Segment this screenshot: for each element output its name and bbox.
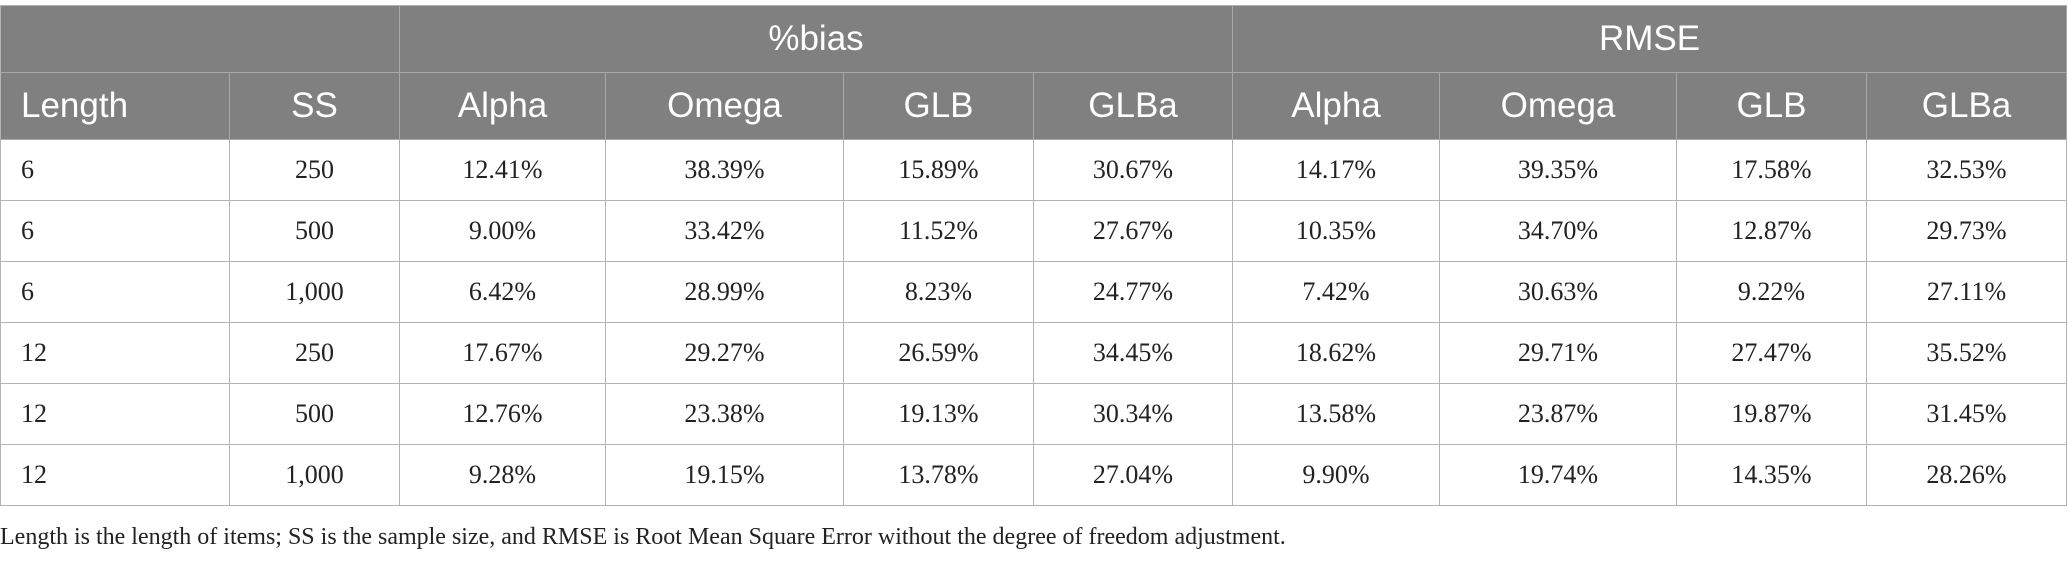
cell-rmse-glba: 28.26% (1866, 444, 2068, 506)
cell-bias-glb: 19.13% (843, 383, 1034, 445)
cell-rmse-omega: 30.63% (1439, 261, 1678, 323)
cell-rmse-omega: 39.35% (1439, 139, 1678, 201)
column-header-rmse-omega: Omega (1439, 72, 1678, 140)
cell-bias-omega: 33.42% (605, 200, 844, 262)
table-footnote: Length is the length of items; SS is the… (0, 524, 1286, 550)
cell-bias-alpha: 12.41% (399, 139, 606, 201)
column-header-bias-glba: GLBa (1033, 72, 1234, 140)
cell-bias-glb: 15.89% (843, 139, 1034, 201)
cell-rmse-glba: 32.53% (1866, 139, 2068, 201)
table-row: 12 500 12.76% 23.38% 19.13% 30.34% 13.58… (0, 383, 2068, 445)
cell-bias-glb: 26.59% (843, 322, 1034, 384)
cell-rmse-omega: 34.70% (1439, 200, 1678, 262)
column-header-length: Length (0, 72, 230, 140)
column-header-ss: SS (229, 72, 400, 140)
cell-rmse-alpha: 18.62% (1232, 322, 1441, 384)
cell-length: 6 (0, 139, 230, 201)
cell-rmse-glb: 14.35% (1676, 444, 1868, 506)
results-table-container: %bias RMSE Length SS Alpha Omega GLB GLB… (0, 5, 2068, 506)
cell-rmse-glb: 12.87% (1676, 200, 1868, 262)
cell-rmse-alpha: 9.90% (1232, 444, 1441, 506)
table-row: 6 250 12.41% 38.39% 15.89% 30.67% 14.17%… (0, 139, 2068, 201)
column-header-rmse-glb: GLB (1676, 72, 1868, 140)
cell-rmse-alpha: 13.58% (1232, 383, 1441, 445)
cell-ss: 1,000 (229, 261, 400, 323)
cell-bias-alpha: 17.67% (399, 322, 606, 384)
table-row: 12 250 17.67% 29.27% 26.59% 34.45% 18.62… (0, 322, 2068, 384)
cell-bias-glba: 27.67% (1033, 200, 1234, 262)
column-header-row: Length SS Alpha Omega GLB GLBa Alpha Ome… (0, 72, 2068, 140)
table-row: 12 1,000 9.28% 19.15% 13.78% 27.04% 9.90… (0, 444, 2068, 506)
cell-rmse-glba: 29.73% (1866, 200, 2068, 262)
cell-ss: 250 (229, 139, 400, 201)
cell-bias-alpha: 6.42% (399, 261, 606, 323)
cell-bias-glba: 24.77% (1033, 261, 1234, 323)
cell-bias-glba: 34.45% (1033, 322, 1234, 384)
column-header-rmse-glba: GLBa (1866, 72, 2068, 140)
cell-bias-omega: 19.15% (605, 444, 844, 506)
results-table: %bias RMSE Length SS Alpha Omega GLB GLB… (0, 5, 2068, 506)
cell-ss: 1,000 (229, 444, 400, 506)
cell-rmse-glba: 35.52% (1866, 322, 2068, 384)
column-header-bias-glb: GLB (843, 72, 1034, 140)
column-header-bias-alpha: Alpha (399, 72, 606, 140)
cell-rmse-alpha: 14.17% (1232, 139, 1441, 201)
cell-length: 12 (0, 383, 230, 445)
group-header-bias: %bias (399, 5, 1234, 73)
group-header-rmse: RMSE (1232, 5, 2068, 73)
cell-bias-glba: 30.67% (1033, 139, 1234, 201)
cell-bias-omega: 38.39% (605, 139, 844, 201)
cell-rmse-glba: 31.45% (1866, 383, 2068, 445)
table-row: 6 1,000 6.42% 28.99% 8.23% 24.77% 7.42% … (0, 261, 2068, 323)
cell-rmse-omega: 19.74% (1439, 444, 1678, 506)
group-header-blank (0, 5, 400, 73)
column-header-rmse-alpha: Alpha (1232, 72, 1441, 140)
cell-ss: 500 (229, 383, 400, 445)
column-header-bias-omega: Omega (605, 72, 844, 140)
cell-length: 6 (0, 261, 230, 323)
cell-bias-omega: 29.27% (605, 322, 844, 384)
table-row: 6 500 9.00% 33.42% 11.52% 27.67% 10.35% … (0, 200, 2068, 262)
cell-length: 12 (0, 322, 230, 384)
cell-bias-glba: 30.34% (1033, 383, 1234, 445)
cell-rmse-omega: 29.71% (1439, 322, 1678, 384)
cell-rmse-glb: 9.22% (1676, 261, 1868, 323)
cell-length: 6 (0, 200, 230, 262)
cell-rmse-glba: 27.11% (1866, 261, 2068, 323)
cell-rmse-glb: 17.58% (1676, 139, 1868, 201)
cell-length: 12 (0, 444, 230, 506)
cell-ss: 250 (229, 322, 400, 384)
cell-rmse-alpha: 10.35% (1232, 200, 1441, 262)
cell-bias-alpha: 9.28% (399, 444, 606, 506)
cell-rmse-omega: 23.87% (1439, 383, 1678, 445)
group-header-row: %bias RMSE (0, 5, 2068, 73)
cell-rmse-glb: 27.47% (1676, 322, 1868, 384)
cell-bias-omega: 23.38% (605, 383, 844, 445)
cell-ss: 500 (229, 200, 400, 262)
cell-bias-alpha: 9.00% (399, 200, 606, 262)
cell-bias-alpha: 12.76% (399, 383, 606, 445)
cell-bias-glb: 8.23% (843, 261, 1034, 323)
cell-rmse-glb: 19.87% (1676, 383, 1868, 445)
cell-bias-glba: 27.04% (1033, 444, 1234, 506)
cell-bias-glb: 13.78% (843, 444, 1034, 506)
cell-bias-glb: 11.52% (843, 200, 1034, 262)
cell-rmse-alpha: 7.42% (1232, 261, 1441, 323)
cell-bias-omega: 28.99% (605, 261, 844, 323)
